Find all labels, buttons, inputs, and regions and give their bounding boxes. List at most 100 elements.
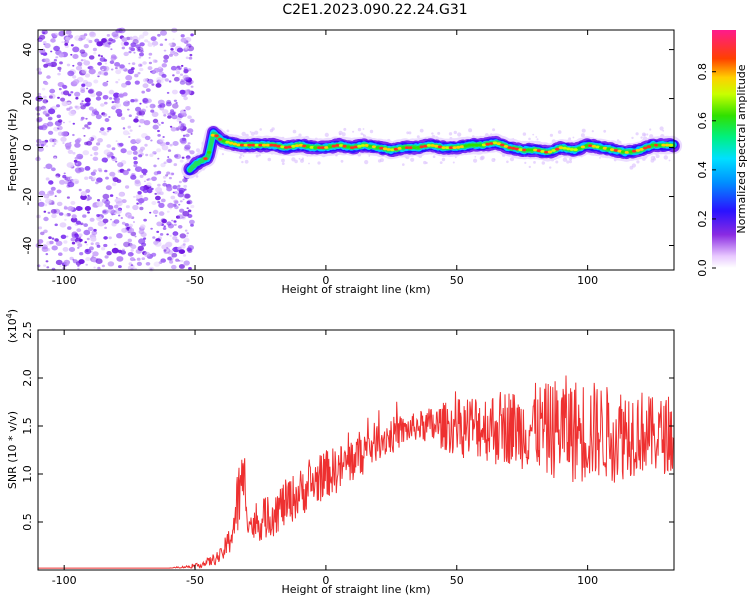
noise-speckle xyxy=(37,239,44,244)
ridge-halo xyxy=(308,162,310,165)
ridge-peak xyxy=(507,146,512,150)
noise-speckle xyxy=(115,196,118,199)
noise-speckle xyxy=(130,47,136,52)
ridge-halo xyxy=(196,148,200,153)
ridge-halo xyxy=(244,159,249,164)
ridge-peak xyxy=(353,145,358,149)
colorbar-tick-label: 0.0 xyxy=(696,259,709,277)
ridge-peak xyxy=(456,145,461,149)
ridge-peak xyxy=(203,157,208,161)
noise-speckle xyxy=(96,142,101,146)
noise-speckle xyxy=(128,228,135,233)
noise-speckle xyxy=(74,237,82,244)
ridge-halo xyxy=(352,130,355,133)
noise-speckle xyxy=(173,163,178,167)
noise-speckle xyxy=(183,260,190,266)
noise-speckle xyxy=(179,159,184,163)
ridge-peak xyxy=(346,145,351,149)
noise-speckle xyxy=(185,56,189,60)
noise-speckle xyxy=(70,237,76,242)
noise-speckle xyxy=(163,225,166,228)
noise-speckle xyxy=(105,185,112,191)
noise-speckle xyxy=(64,213,68,217)
noise-speckle xyxy=(166,91,170,94)
noise-speckle xyxy=(153,261,161,267)
ridge-peak xyxy=(404,146,410,150)
noise-speckle xyxy=(103,243,108,248)
noise-speckle xyxy=(96,216,103,222)
noise-speckle xyxy=(72,151,76,155)
ridge-halo xyxy=(271,127,275,131)
noise-speckle xyxy=(121,227,128,233)
noise-speckle xyxy=(177,225,183,229)
ridge-halo xyxy=(492,128,496,132)
noise-speckle xyxy=(178,76,181,78)
noise-speckle xyxy=(144,135,151,141)
ridge-peak xyxy=(551,149,556,152)
noise-speckle xyxy=(147,66,153,71)
noise-speckle xyxy=(51,245,58,251)
ridge-peak xyxy=(470,143,476,147)
noise-speckle xyxy=(154,192,157,195)
noise-speckle xyxy=(183,96,188,101)
noise-speckle xyxy=(161,145,169,151)
ridge-peak xyxy=(324,146,329,149)
x-tick-label: 50 xyxy=(450,574,464,587)
spectrogram-frame xyxy=(37,29,675,271)
noise-speckle xyxy=(139,34,145,39)
noise-speckle xyxy=(86,38,90,42)
noise-speckle xyxy=(102,65,110,72)
x-tick-label: 100 xyxy=(577,274,598,287)
noise-speckle xyxy=(130,249,134,252)
noise-speckle xyxy=(180,139,187,145)
noise-speckle xyxy=(67,181,75,188)
noise-speckle xyxy=(70,217,78,223)
ridge-halo xyxy=(364,160,369,165)
ridge-peak xyxy=(533,148,538,152)
ridge-peak xyxy=(547,150,553,154)
noise-speckle xyxy=(90,171,96,176)
noise-speckle xyxy=(117,207,122,211)
noise-speckle xyxy=(173,220,177,223)
noise-speckle xyxy=(180,123,186,128)
noise-speckle xyxy=(64,176,71,181)
noise-speckle xyxy=(43,216,49,222)
noise-speckle xyxy=(179,89,186,95)
noise-speckle xyxy=(87,194,90,197)
noise-speckle xyxy=(88,68,96,75)
noise-speckle xyxy=(58,30,66,37)
noise-speckle xyxy=(104,226,107,229)
noise-speckle xyxy=(143,218,147,222)
noise-speckle xyxy=(156,221,163,227)
noise-speckle xyxy=(129,129,133,132)
noise-speckle xyxy=(74,156,79,160)
noise-speckle xyxy=(78,233,83,237)
noise-speckle xyxy=(67,206,74,212)
noise-speckle xyxy=(77,246,80,249)
noise-speckle xyxy=(115,200,123,207)
ridge-peak xyxy=(298,143,303,147)
noise-speckle xyxy=(44,43,51,49)
ridge-halo xyxy=(509,157,515,162)
ridge-peak xyxy=(309,146,314,149)
noise-speckle xyxy=(50,186,56,191)
noise-speckle xyxy=(113,92,120,98)
noise-speckle xyxy=(84,73,91,78)
noise-speckle xyxy=(47,211,51,214)
noise-speckle xyxy=(160,258,166,263)
ridge-halo xyxy=(599,157,601,159)
noise-speckle xyxy=(147,40,150,44)
ridge-peak xyxy=(338,144,344,147)
ridge-peak xyxy=(342,144,347,148)
noise-speckle xyxy=(130,231,137,237)
ridge-halo xyxy=(338,130,343,135)
ridge-peak xyxy=(331,144,336,148)
noise-speckle xyxy=(139,67,144,72)
noise-speckle xyxy=(109,171,116,177)
ridge-peak xyxy=(327,145,333,149)
noise-speckle xyxy=(135,138,142,144)
y-tick-label: 0.5 xyxy=(21,513,34,531)
noise-speckle xyxy=(83,33,88,37)
noise-speckle xyxy=(76,137,82,142)
noise-speckle xyxy=(141,90,145,94)
